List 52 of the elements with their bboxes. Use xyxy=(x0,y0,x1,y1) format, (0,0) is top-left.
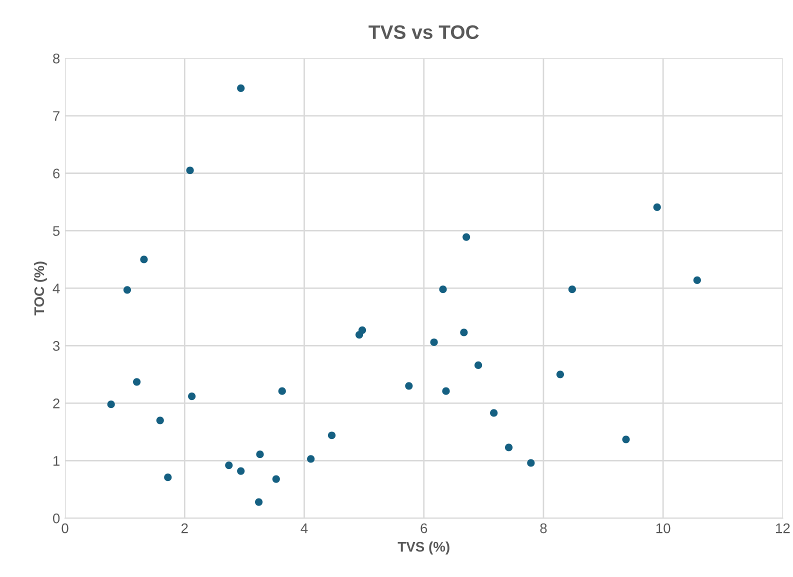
x-tick-label: 12 xyxy=(776,523,790,534)
point xyxy=(256,450,264,458)
y-tick-label: 5 xyxy=(52,226,60,236)
y-tick-label: 0 xyxy=(52,513,60,524)
point xyxy=(460,328,468,336)
point xyxy=(307,455,315,463)
point xyxy=(442,387,450,395)
point xyxy=(164,474,172,482)
point xyxy=(328,432,336,440)
point xyxy=(237,84,245,92)
point xyxy=(527,459,535,467)
point xyxy=(123,286,132,294)
point xyxy=(278,387,286,395)
x-axis-title: TVS (%) xyxy=(398,542,450,554)
chart-title: TVS vs TOC xyxy=(368,25,479,40)
point xyxy=(156,416,164,424)
point xyxy=(462,233,470,241)
x-tick-label: 6 xyxy=(420,523,428,534)
point xyxy=(490,409,498,417)
point xyxy=(474,361,482,370)
point xyxy=(653,203,661,211)
y-tick-label: 3 xyxy=(52,341,60,351)
x-tick-label: 2 xyxy=(181,523,188,534)
point xyxy=(693,276,701,284)
point xyxy=(188,392,196,400)
y-tick-label: 2 xyxy=(53,398,60,408)
y-tick-label: 8 xyxy=(53,54,60,64)
point xyxy=(439,286,447,294)
point xyxy=(225,461,233,470)
point xyxy=(132,378,141,386)
point xyxy=(504,444,513,452)
point xyxy=(186,166,194,174)
point xyxy=(358,326,366,334)
y-tick-label: 1 xyxy=(54,456,60,466)
y-tick-label: 7 xyxy=(53,111,60,121)
x-tick-label: 0 xyxy=(62,523,68,534)
point xyxy=(107,400,115,408)
point xyxy=(254,498,263,506)
point xyxy=(140,256,148,264)
point xyxy=(237,467,245,475)
y-axis-title: TOC (%) xyxy=(34,262,47,316)
x-tick-label: 8 xyxy=(540,523,547,534)
point xyxy=(568,286,576,294)
point xyxy=(556,370,564,378)
y-tick-label: 6 xyxy=(53,168,60,178)
point xyxy=(430,338,438,346)
point xyxy=(622,436,630,444)
point xyxy=(272,475,280,483)
x-tick-label: 10 xyxy=(656,523,670,534)
x-tick-label: 4 xyxy=(300,524,308,534)
y-tick-label: 4 xyxy=(52,284,60,294)
point xyxy=(405,382,413,390)
